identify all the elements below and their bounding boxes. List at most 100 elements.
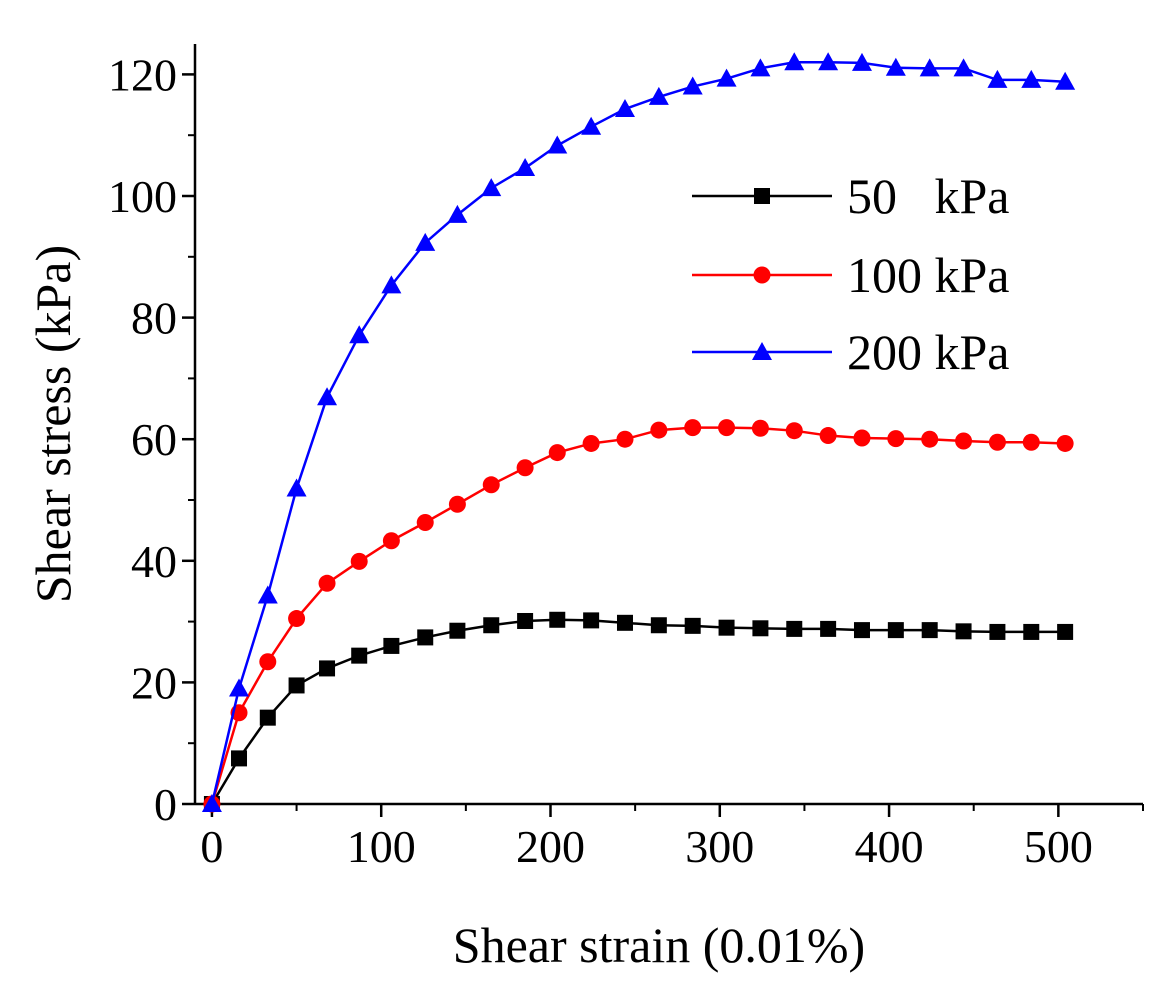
series-line — [210, 618, 1066, 805]
series-triangle — [201, 52, 1076, 812]
legend-label: 50 kPa — [847, 168, 1010, 224]
x-tick-label: 0 — [200, 821, 223, 872]
plot-series — [201, 52, 1076, 813]
data-point — [383, 637, 400, 654]
y-tick-label: 0 — [154, 779, 177, 830]
data-point — [820, 620, 837, 637]
data-point — [614, 99, 635, 118]
data-point — [447, 204, 468, 223]
data-point — [416, 513, 434, 531]
data-point — [350, 552, 368, 570]
series-line — [210, 426, 1066, 805]
x-tick-label: 300 — [685, 821, 754, 872]
data-point — [616, 614, 633, 631]
series-square — [203, 611, 1074, 812]
data-point — [257, 585, 278, 604]
data-point — [650, 617, 667, 634]
data-point — [349, 325, 370, 344]
x-tick-label: 100 — [347, 821, 416, 872]
data-point — [318, 574, 336, 592]
data-point — [784, 52, 805, 71]
data-point — [517, 612, 534, 629]
data-point — [885, 57, 906, 76]
data-point — [1056, 434, 1074, 452]
data-point — [853, 622, 870, 639]
legend-marker — [752, 342, 772, 360]
data-point — [988, 433, 1006, 451]
data-point — [1021, 69, 1042, 88]
data-point — [382, 532, 400, 550]
y-tick-label: 20 — [131, 657, 177, 708]
y-tick-label: 120 — [108, 49, 177, 100]
data-point — [515, 158, 536, 177]
data-point — [417, 629, 434, 646]
data-point — [616, 430, 634, 448]
data-point — [1057, 623, 1074, 640]
data-point — [682, 76, 703, 95]
data-point — [751, 419, 769, 437]
data-point — [259, 709, 276, 726]
data-point — [201, 794, 222, 812]
data-point — [549, 611, 566, 628]
data-point — [448, 495, 466, 513]
data-point — [921, 430, 939, 448]
data-point — [259, 653, 277, 671]
data-point — [989, 623, 1006, 640]
data-point — [919, 58, 940, 77]
data-point — [718, 619, 735, 636]
data-point — [818, 52, 839, 71]
legend-label: 200 kPa — [847, 324, 1010, 380]
y-axis-title: Shear stress (kPa) — [25, 245, 81, 603]
data-point — [288, 610, 306, 628]
data-point — [684, 419, 702, 437]
y-tick-label: 80 — [131, 293, 177, 344]
x-tick-label: 500 — [1024, 821, 1093, 872]
data-point — [516, 459, 534, 477]
data-point — [286, 478, 307, 497]
data-point — [231, 750, 248, 767]
data-point — [482, 476, 500, 494]
data-point — [351, 647, 368, 664]
legend-marker — [753, 266, 771, 284]
y-tick-label: 40 — [131, 536, 177, 587]
data-point — [752, 620, 769, 637]
data-point — [785, 422, 803, 440]
data-point — [1022, 433, 1040, 451]
data-point — [583, 612, 600, 629]
data-point — [648, 86, 669, 105]
data-point — [415, 232, 436, 251]
axes: 0 20 40 60 80 100 120 0 100 200 300 400 500 — [108, 44, 1144, 872]
data-point — [581, 116, 602, 135]
data-point — [987, 69, 1008, 88]
series-circle — [203, 419, 1074, 813]
data-point — [716, 68, 737, 87]
y-tick-label: 60 — [131, 414, 177, 465]
data-point — [449, 622, 466, 639]
data-point — [582, 434, 600, 452]
data-point — [953, 58, 974, 77]
data-point — [786, 620, 803, 637]
data-point — [750, 58, 771, 77]
data-point — [288, 677, 305, 694]
legend-marker — [754, 188, 770, 204]
data-point — [1023, 623, 1040, 640]
data-point — [483, 617, 500, 634]
data-point — [650, 421, 668, 439]
data-point — [547, 135, 568, 154]
x-tick-label: 400 — [855, 821, 924, 872]
data-point — [481, 178, 502, 197]
data-point — [887, 430, 905, 448]
data-point — [548, 444, 566, 462]
data-point — [229, 678, 250, 697]
data-point — [921, 622, 938, 639]
data-point — [955, 623, 972, 640]
data-point — [887, 622, 904, 639]
data-point — [317, 387, 338, 406]
data-point — [819, 427, 837, 445]
data-point — [1055, 71, 1076, 90]
data-point — [381, 275, 402, 294]
x-axis-title: Shear strain (0.01%) — [453, 917, 865, 973]
data-point — [853, 429, 871, 447]
data-point — [851, 52, 872, 71]
